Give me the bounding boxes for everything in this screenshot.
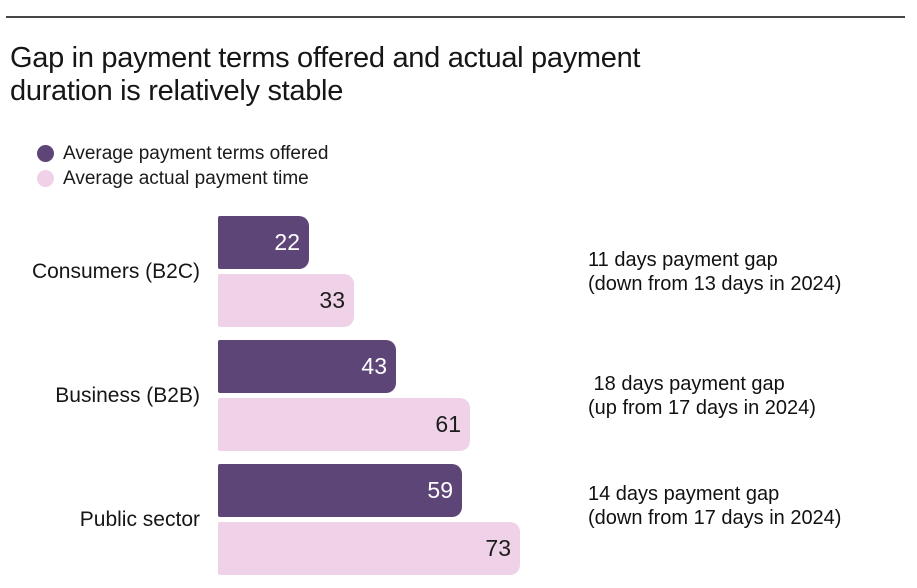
legend-item-terms-offered: Average payment terms offered xyxy=(0,141,328,166)
bar-pair: 22 33 xyxy=(218,216,354,327)
legend: Average payment terms offered Average ac… xyxy=(0,141,328,191)
gap-annotation-line: 11 days payment gap xyxy=(588,248,778,271)
bar-actual-time: 33 xyxy=(218,274,354,327)
gap-annotation-line: 18 days payment gap xyxy=(588,372,785,395)
gap-annotation-line: 14 days payment gap xyxy=(588,482,780,505)
bar-group: Public sector 59 73 14 days payment gap (dow… xyxy=(0,464,917,575)
gap-annotation: 11 days payment gap (down from 13 days in… xyxy=(588,248,841,296)
gap-annotation-line: (up from 17 days in 2024) xyxy=(588,396,816,419)
bar-terms-offered: 59 xyxy=(218,464,462,517)
legend-dot-actual-time-icon xyxy=(37,170,54,187)
bar-actual-time: 73 xyxy=(218,522,520,575)
bar-value-label: 61 xyxy=(435,411,461,437)
gap-annotation-line: (down from 13 days in 2024) xyxy=(588,272,842,295)
category-label: Business (B2B) xyxy=(55,383,200,407)
gap-annotation-line: (down from 17 days in 2024) xyxy=(588,506,842,529)
bar-terms-offered: 22 xyxy=(218,216,309,269)
legend-dot-terms-offered-icon xyxy=(37,145,54,162)
bar-pair: 59 73 xyxy=(218,464,520,575)
legend-item-actual-time: Average actual payment time xyxy=(0,166,328,191)
bar-value-label: 43 xyxy=(361,353,387,379)
bar-group: Business (B2B) 43 61 18 days payment gap (u… xyxy=(0,340,917,451)
bar-terms-offered: 43 xyxy=(218,340,396,393)
legend-label-actual-time: Average actual payment time xyxy=(63,167,309,189)
chart-title: Gap in payment terms offered and actual … xyxy=(10,42,641,107)
top-rule xyxy=(6,16,905,18)
legend-label-terms-offered: Average payment terms offered xyxy=(63,142,329,164)
bar-pair: 43 61 xyxy=(218,340,470,451)
bar-value-label: 59 xyxy=(427,477,453,503)
category-label: Public sector xyxy=(79,507,200,531)
category-label: Consumers (B2C) xyxy=(31,259,200,283)
gap-annotation: 14 days payment gap (down from 17 days in… xyxy=(588,482,841,530)
bar-groups: Consumers (B2C) 22 33 11 days payment gap (d… xyxy=(0,216,917,588)
bar-actual-time: 61 xyxy=(218,398,470,451)
bar-value-label: 22 xyxy=(274,229,300,255)
bar-value-label: 33 xyxy=(319,287,345,313)
bar-value-label: 73 xyxy=(485,535,511,561)
bar-group: Consumers (B2C) 22 33 11 days payment gap (d… xyxy=(0,216,917,327)
gap-annotation: 18 days payment gap (up from 17 days in 2… xyxy=(588,372,816,420)
